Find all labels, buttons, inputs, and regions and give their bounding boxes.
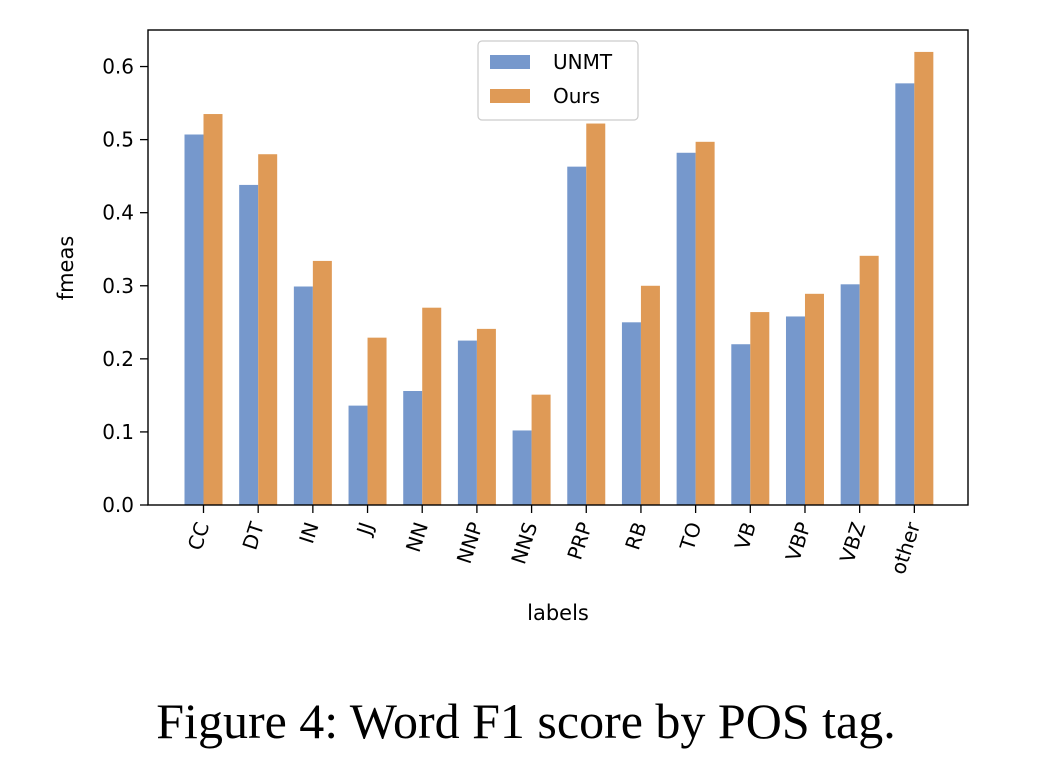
bar-ours-vbp (804, 293, 824, 505)
bar-ours-to (695, 141, 715, 505)
x-tick-label-prp: PRP (562, 519, 597, 563)
bar-unmt-nns (512, 430, 532, 505)
y-tick-label: 0.5 (102, 128, 134, 152)
bar-unmt-prp (567, 166, 587, 505)
x-tick-label-nnp: NNP (452, 519, 488, 566)
x-tick-label-nns: NNS (506, 519, 542, 567)
legend-swatch-unmt (490, 55, 530, 69)
bar-ours-other (914, 51, 934, 506)
y-tick-label: 0.2 (102, 347, 134, 371)
y-tick-label: 0.0 (102, 493, 134, 517)
x-tick-label-in: IN (294, 519, 323, 546)
bar-ours-prp (586, 123, 606, 505)
x-tick-label-vbp: VBP (781, 519, 816, 564)
y-tick-label: 0.3 (102, 274, 134, 298)
bar-unmt-cc (184, 134, 204, 505)
bar-unmt-vbp (785, 316, 805, 505)
bar-ours-nns (531, 394, 551, 505)
x-tick-label-cc: CC (183, 519, 214, 553)
x-axis: CC DT IN JJ NN NNP NNS PRP RB TO VB VBP VBZ other (183, 505, 926, 577)
legend-label-unmt: UNMT (553, 50, 613, 74)
x-tick-label-jj: JJ (351, 519, 378, 540)
bar-unmt-in (293, 286, 313, 505)
bar-unmt-vbz (840, 284, 860, 505)
y-axis: 0.0 0.1 0.2 0.3 0.4 0.5 0.6 (102, 55, 148, 517)
bars-layer (184, 51, 934, 506)
bar-ours-jj (367, 337, 387, 505)
figure-caption: Figure 4: Word F1 score by POS tag. (156, 693, 896, 749)
x-tick-label-other: other (886, 518, 926, 577)
bar-unmt-to (676, 152, 696, 505)
x-tick-label-dt: DT (238, 518, 270, 552)
bar-chart: 0.0 0.1 0.2 0.3 0.4 0.5 0.6 CC DT IN JJ NN NNP NNS PR… (54, 29, 969, 625)
x-tick-label-to: TO (675, 519, 707, 554)
legend: UNMT Ours (477, 40, 639, 121)
bar-unmt-vb (731, 344, 751, 505)
bar-ours-dt (258, 154, 278, 506)
bar-unmt-nn (403, 391, 423, 505)
bar-unmt-rb (621, 322, 641, 505)
x-tick-label-rb: RB (620, 519, 651, 553)
y-axis-label: fmeas (54, 236, 78, 301)
bar-ours-vbz (859, 255, 879, 505)
bar-unmt-jj (348, 405, 368, 505)
y-tick-label: 0.6 (102, 55, 134, 79)
x-axis-label: labels (527, 601, 589, 625)
bar-ours-vb (750, 312, 770, 505)
bar-ours-nnp (476, 328, 496, 505)
x-tick-label-nn: NN (401, 519, 433, 555)
bar-unmt-nnp (457, 340, 477, 505)
bar-ours-cc (203, 114, 223, 505)
bar-ours-in (312, 260, 332, 505)
bar-unmt-other (895, 83, 915, 505)
x-tick-label-vb: VB (730, 519, 761, 552)
bar-unmt-dt (239, 184, 259, 506)
plot-frame (147, 29, 969, 506)
bar-ours-rb (640, 285, 660, 505)
legend-label-ours: Ours (553, 84, 600, 108)
bar-ours-nn (422, 307, 442, 505)
x-tick-label-vbz: VBZ (835, 519, 871, 566)
legend-swatch-ours (490, 89, 530, 103)
y-tick-label: 0.4 (102, 201, 134, 225)
y-tick-label: 0.1 (102, 420, 134, 444)
